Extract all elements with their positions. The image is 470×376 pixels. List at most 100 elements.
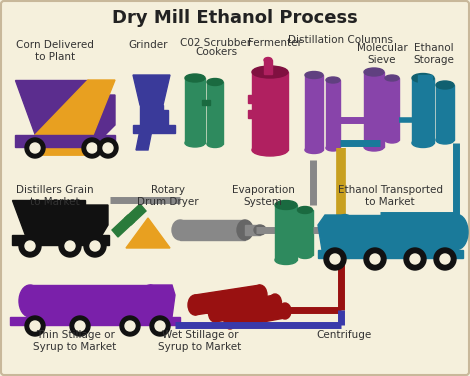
- Polygon shape: [195, 285, 260, 315]
- Bar: [207, 82, 223, 144]
- Bar: [140, 105, 163, 130]
- Ellipse shape: [326, 145, 340, 151]
- Text: Rotary
Drum Dryer: Rotary Drum Dryer: [137, 185, 199, 206]
- Bar: [248, 110, 254, 118]
- Polygon shape: [125, 204, 146, 225]
- Ellipse shape: [237, 220, 253, 240]
- Polygon shape: [126, 218, 170, 248]
- Bar: [30, 285, 150, 317]
- Ellipse shape: [321, 218, 335, 240]
- Ellipse shape: [446, 214, 468, 250]
- Ellipse shape: [364, 68, 384, 76]
- Bar: [264, 60, 272, 74]
- Bar: [133, 125, 175, 133]
- Text: Evaporation
System: Evaporation System: [232, 185, 294, 206]
- Bar: [385, 78, 399, 140]
- Ellipse shape: [298, 252, 313, 259]
- Bar: [436, 85, 454, 140]
- Bar: [275, 205, 297, 260]
- Text: C02 Scrubber: C02 Scrubber: [180, 38, 251, 48]
- Circle shape: [65, 241, 75, 251]
- Circle shape: [90, 241, 100, 251]
- Polygon shape: [136, 130, 152, 150]
- Text: Wet Stillage or
Syrup to Market: Wet Stillage or Syrup to Market: [158, 330, 242, 352]
- Polygon shape: [318, 215, 345, 250]
- Polygon shape: [35, 135, 90, 155]
- Circle shape: [87, 143, 97, 153]
- Ellipse shape: [185, 139, 205, 147]
- Circle shape: [364, 248, 386, 270]
- Text: Molecular
Sieve: Molecular Sieve: [357, 43, 407, 65]
- Polygon shape: [328, 218, 358, 258]
- Ellipse shape: [185, 74, 205, 82]
- Text: Thin Stillage or
Syrup to Market: Thin Stillage or Syrup to Market: [33, 330, 117, 352]
- Text: Corn Delivered
to Plant: Corn Delivered to Plant: [16, 40, 94, 62]
- Circle shape: [19, 235, 41, 257]
- Text: Ethanol Transported
to Market: Ethanol Transported to Market: [337, 185, 442, 206]
- Circle shape: [324, 248, 346, 270]
- Circle shape: [410, 254, 420, 264]
- Ellipse shape: [334, 214, 356, 250]
- Circle shape: [75, 321, 85, 331]
- Circle shape: [84, 235, 106, 257]
- Ellipse shape: [385, 75, 399, 81]
- Text: Ethanol
Storage: Ethanol Storage: [414, 43, 454, 65]
- Polygon shape: [112, 215, 134, 237]
- Circle shape: [370, 254, 380, 264]
- Polygon shape: [150, 285, 175, 317]
- Text: Centrifuge: Centrifuge: [316, 330, 372, 340]
- Bar: [305, 75, 323, 150]
- Text: Distillation Columns: Distillation Columns: [288, 35, 392, 45]
- Ellipse shape: [207, 141, 223, 147]
- Ellipse shape: [268, 294, 282, 312]
- Ellipse shape: [412, 73, 434, 82]
- Ellipse shape: [436, 81, 454, 89]
- Bar: [412, 78, 434, 143]
- Circle shape: [125, 321, 135, 331]
- Polygon shape: [215, 295, 275, 322]
- Ellipse shape: [209, 304, 221, 322]
- Ellipse shape: [188, 295, 202, 315]
- Ellipse shape: [207, 79, 223, 85]
- Bar: [180, 220, 245, 240]
- Bar: [156, 110, 168, 125]
- Ellipse shape: [279, 303, 291, 319]
- Ellipse shape: [275, 200, 297, 209]
- Ellipse shape: [436, 136, 454, 144]
- Ellipse shape: [275, 256, 297, 264]
- Ellipse shape: [252, 144, 288, 156]
- Bar: [318, 250, 463, 258]
- Ellipse shape: [326, 77, 340, 83]
- Polygon shape: [12, 200, 85, 235]
- Bar: [10, 317, 180, 325]
- Polygon shape: [133, 75, 170, 105]
- Polygon shape: [230, 305, 285, 328]
- Ellipse shape: [19, 285, 41, 317]
- Ellipse shape: [254, 225, 266, 235]
- Text: Fermenter: Fermenter: [248, 38, 302, 48]
- Ellipse shape: [364, 143, 384, 151]
- Ellipse shape: [224, 313, 236, 329]
- Circle shape: [434, 248, 456, 270]
- Bar: [245, 225, 260, 235]
- Circle shape: [30, 143, 40, 153]
- Bar: [418, 75, 432, 95]
- Ellipse shape: [385, 137, 399, 143]
- Text: Cookers: Cookers: [195, 47, 237, 57]
- Bar: [15, 135, 115, 147]
- Bar: [202, 100, 210, 105]
- Ellipse shape: [252, 66, 288, 78]
- Polygon shape: [85, 205, 108, 235]
- Circle shape: [30, 321, 40, 331]
- Circle shape: [120, 316, 140, 336]
- Ellipse shape: [253, 285, 267, 305]
- Circle shape: [25, 138, 45, 158]
- Bar: [185, 78, 205, 143]
- Ellipse shape: [412, 138, 434, 147]
- Bar: [298, 210, 313, 255]
- Circle shape: [25, 316, 45, 336]
- Text: Grinder: Grinder: [128, 40, 168, 50]
- Circle shape: [150, 316, 170, 336]
- Text: Distillers Grain
to Market: Distillers Grain to Market: [16, 185, 94, 206]
- Circle shape: [103, 143, 113, 153]
